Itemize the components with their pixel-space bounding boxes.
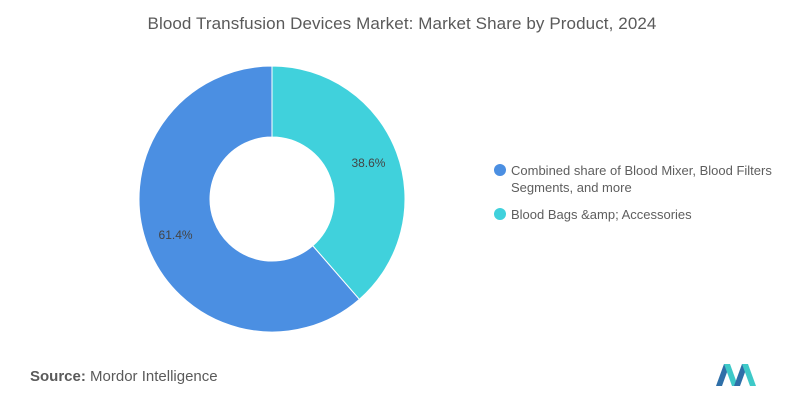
donut-slice-0 (271, 65, 406, 301)
donut-slices (138, 65, 406, 333)
legend-label-1: Combined share of Blood Mixer, Blood Fil… (511, 163, 772, 195)
legend-item-0: Blood Bags &amp; Accessories (494, 206, 774, 223)
source-value: Mordor Intelligence (90, 368, 218, 385)
donut-slice-1 (138, 65, 361, 333)
legend-swatch-1 (494, 164, 506, 176)
source-label: Source: (30, 368, 86, 385)
chart-legend: Combined share of Blood Mixer, Blood Fil… (494, 162, 774, 233)
mordor-intelligence-logo-icon (716, 364, 756, 386)
slice-value-label-1: 61.4% (159, 228, 193, 242)
legend-swatch-0 (494, 208, 506, 220)
slice-labels: 38.6% 61.4% (159, 156, 386, 242)
legend-label-0: Blood Bags &amp; Accessories (511, 207, 692, 222)
legend-item-1: Combined share of Blood Mixer, Blood Fil… (494, 162, 774, 196)
chart-title: Blood Transfusion Devices Market: Market… (147, 14, 657, 33)
source-note: Source: Mordor Intelligence (30, 368, 218, 385)
slice-value-label-0: 38.6% (351, 156, 385, 170)
